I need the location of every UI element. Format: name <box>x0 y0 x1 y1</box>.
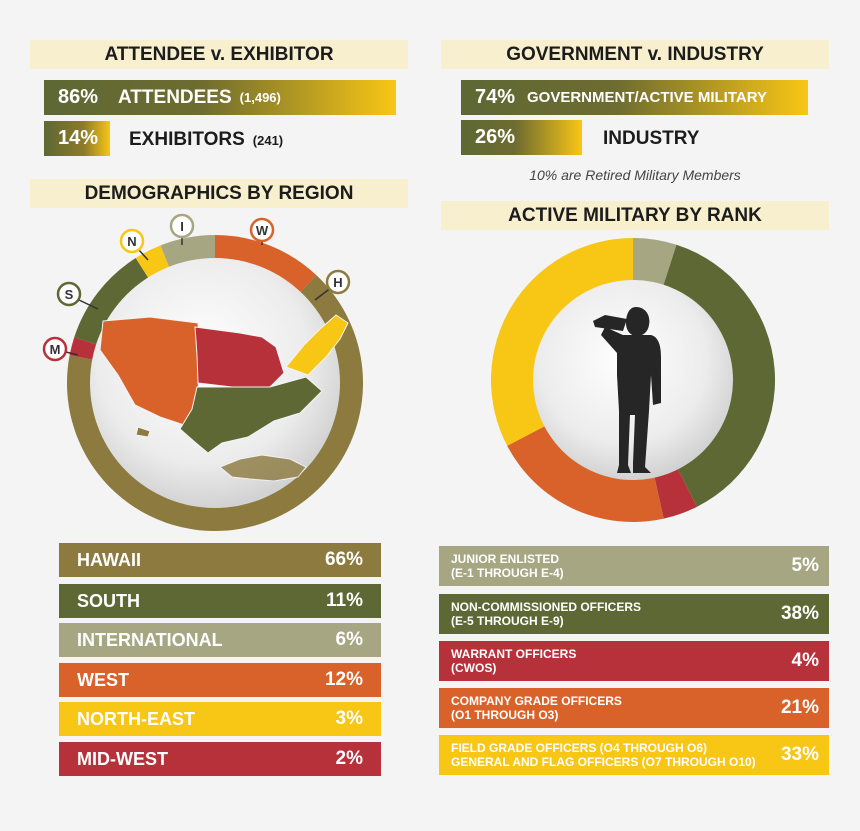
rank-row-junior-value: 5% <box>791 555 819 576</box>
region-row-south: SOUTH 11% <box>59 584 381 618</box>
industry-label-group: INDUSTRY <box>603 128 699 150</box>
attendees-count: (1,496) <box>239 90 281 105</box>
rank-row-warrant: WARRANT OFFICERS (CWOS) 4% <box>439 641 829 681</box>
region-row-midwest: MID-WEST 2% <box>59 742 381 776</box>
region-row-south-label: SOUTH <box>77 590 140 611</box>
marker-northeast-label: N <box>127 234 136 249</box>
region-row-northeast-label: NORTH-EAST <box>77 708 195 729</box>
region-row-hawaii-label: HAWAII <box>77 549 142 570</box>
rank-row-warrant-value: 4% <box>791 650 819 671</box>
rank-row-nco-line1: NON-COMMISSIONED OFFICERS <box>451 600 642 614</box>
region-row-northeast-value: 3% <box>335 708 363 729</box>
rank-row-junior-line1: JUNIOR ENLISTED <box>451 552 560 566</box>
region-row-international: INTERNATIONAL 6% <box>59 623 381 657</box>
marker-international: I <box>169 213 195 245</box>
rank-row-nco-value: 38% <box>780 603 819 624</box>
rank-row-junior-line2: (E-1 THROUGH E-4) <box>451 566 564 580</box>
rank-row-company-line2: (O1 THROUGH O3) <box>451 708 559 722</box>
region-row-west-label: WEST <box>77 669 129 690</box>
region-row-hawaii-value: 66% <box>324 549 363 570</box>
exhibitors-label: EXHIBITORS <box>129 129 245 150</box>
rank-row-nco: NON-COMMISSIONED OFFICERS (E-5 THROUGH E… <box>439 594 829 634</box>
marker-west: W <box>249 217 275 245</box>
rank-row-field-label: FIELD GRADE OFFICERS (O4 THROUGH O6) GEN… <box>451 741 756 769</box>
us-map-icon <box>99 314 349 482</box>
marker-west-label: W <box>256 223 269 238</box>
exhibitors-label-group: EXHIBITORS (241) <box>129 129 283 151</box>
region-row-west-value: 12% <box>324 669 363 690</box>
marker-south-label: S <box>65 287 74 302</box>
marker-midwest: M <box>42 336 79 362</box>
rank-row-company-label: COMPANY GRADE OFFICERS (O1 THROUGH O3) <box>451 694 622 722</box>
exhibitors-bar: 14% <box>44 121 110 156</box>
marker-hawaii: H <box>314 269 351 301</box>
region-row-international-label: INTERNATIONAL <box>77 629 223 650</box>
exhibitors-count: (241) <box>252 133 284 148</box>
retired-note: 10% are Retired Military Members <box>529 167 741 183</box>
government-pct: 74% <box>475 86 516 108</box>
rank-donut-chart <box>491 238 776 523</box>
government-label: GOVERNMENT/ACTIVE MILITARY <box>527 89 767 106</box>
soldier-silhouette-icon <box>593 307 661 473</box>
rank-header: ACTIVE MILITARY BY RANK <box>441 201 829 230</box>
rank-row-company-line1: COMPANY GRADE OFFICERS <box>451 694 622 708</box>
region-row-midwest-value: 2% <box>335 748 363 769</box>
marker-international-label: I <box>180 219 184 234</box>
marker-hawaii-label: H <box>333 275 342 290</box>
region-donut-chart: H W I N S M <box>42 213 363 531</box>
region-row-midwest-label: MID-WEST <box>77 748 168 769</box>
region-row-west: WEST 12% <box>59 663 381 697</box>
rank-row-company-value: 21% <box>780 697 819 718</box>
rank-row-field-value: 33% <box>780 744 819 765</box>
rank-row-warrant-line2: (CWOS) <box>451 661 497 675</box>
rank-row-company: COMPANY GRADE OFFICERS (O1 THROUGH O3) 2… <box>439 688 829 728</box>
rank-row-nco-line2: (E-5 THROUGH E-9) <box>451 614 564 628</box>
attendees-bar: 86% ATTENDEES (1,496) <box>44 80 396 115</box>
rank-row-field: FIELD GRADE OFFICERS (O4 THROUGH O6) GEN… <box>439 735 829 775</box>
attendees-label: ATTENDEES <box>118 86 232 108</box>
region-row-hawaii: HAWAII 66% <box>59 543 381 577</box>
marker-south: S <box>56 281 99 310</box>
rank-row-nco-label: NON-COMMISSIONED OFFICERS (E-5 THROUGH E… <box>451 600 641 628</box>
region-row-south-value: 11% <box>326 590 363 611</box>
rank-row-warrant-line1: WARRANT OFFICERS <box>451 647 577 661</box>
rank-row-field-line2: GENERAL AND FLAG OFFICERS (O7 THROUGH O1… <box>451 755 756 769</box>
industry-bar: 26% <box>461 120 582 155</box>
marker-northeast: N <box>119 228 149 261</box>
attendees-pct: 86% <box>58 86 99 108</box>
marker-midwest-label: M <box>50 342 61 357</box>
region-row-international-value: 6% <box>335 629 363 650</box>
rank-row-junior-label: JUNIOR ENLISTED (E-1 THROUGH E-4) <box>451 552 564 580</box>
exhibitors-pct: 14% <box>58 127 99 149</box>
rank-row-warrant-label: WARRANT OFFICERS (CWOS) <box>451 647 576 675</box>
rank-row-field-line1: FIELD GRADE OFFICERS (O4 THROUGH O6) <box>451 741 708 755</box>
region-header: DEMOGRAPHICS BY REGION <box>30 179 408 208</box>
government-bar: 74% GOVERNMENT/ACTIVE MILITARY <box>461 80 808 115</box>
industry-pct: 26% <box>475 126 516 148</box>
rank-row-junior: JUNIOR ENLISTED (E-1 THROUGH E-4) 5% <box>439 546 829 586</box>
government-header: GOVERNMENT v. INDUSTRY <box>441 40 829 69</box>
region-row-northeast: NORTH-EAST 3% <box>59 702 381 736</box>
industry-label: INDUSTRY <box>603 128 700 149</box>
attendee-header: ATTENDEE v. EXHIBITOR <box>30 40 408 69</box>
